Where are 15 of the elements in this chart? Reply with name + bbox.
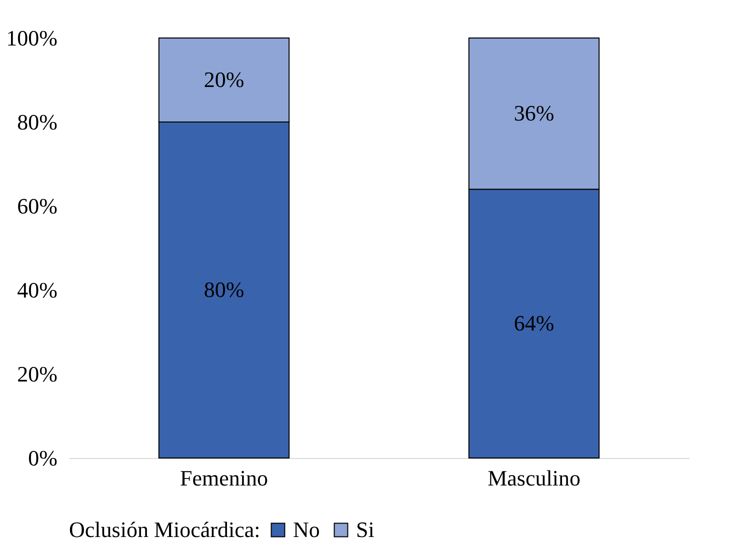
y-tick-label: 80%	[17, 110, 58, 134]
legend-title: Oclusión Miocárdica:	[69, 517, 260, 542]
data-label: 64%	[514, 310, 554, 336]
data-label: 80%	[204, 277, 244, 302]
y-tick-label: 20%	[17, 362, 58, 386]
y-tick-label: 0%	[28, 446, 58, 470]
legend-label: No	[293, 517, 320, 542]
data-label: 20%	[204, 67, 244, 92]
legend-label: Si	[356, 517, 374, 542]
y-tick-label: 40%	[17, 278, 58, 302]
x-tick-label: Femenino	[180, 466, 268, 490]
data-label: 36%	[514, 100, 554, 126]
y-tick-label: 60%	[17, 194, 58, 218]
y-tick-label: 100%	[6, 26, 58, 50]
x-tick-label: Masculino	[488, 466, 580, 490]
